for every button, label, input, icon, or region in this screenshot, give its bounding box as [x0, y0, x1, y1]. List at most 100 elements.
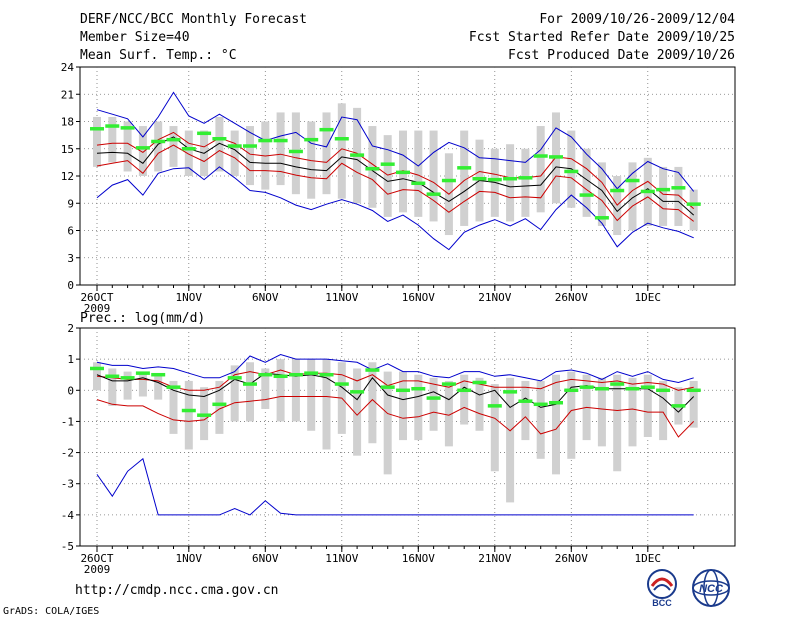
- ensemble-box: [429, 130, 438, 222]
- mean-line: [96, 372, 695, 413]
- ensemble-box: [552, 374, 560, 475]
- ensemble-box: [230, 130, 239, 176]
- ensemble-box: [215, 380, 224, 434]
- x-tick-label: 26NOV: [555, 552, 588, 565]
- ncc-logo: NCC: [692, 569, 730, 607]
- y-tick-label: 0: [67, 279, 74, 292]
- ensemble-box: [368, 126, 377, 208]
- ensemble-box: [506, 144, 515, 222]
- chart-title: DERF/NCC/BCC Monthly Forecast: [80, 12, 307, 27]
- max-line: [96, 91, 695, 192]
- ensemble-box: [399, 371, 407, 441]
- ensemble-box: [154, 374, 163, 400]
- grads-credit: GrADS: COLA/IGES: [3, 606, 100, 617]
- upper-line: [96, 131, 695, 210]
- ensemble-box: [444, 380, 453, 447]
- x-tick-label: 6NOV: [252, 291, 279, 304]
- source-url[interactable]: http://cmdp.ncc.cma.gov.cn: [75, 583, 279, 598]
- ensemble-box: [337, 103, 346, 199]
- ensemble-box: [521, 148, 530, 217]
- x-tick-year: 2009: [84, 563, 111, 576]
- bcc-logo: BCC: [647, 569, 677, 608]
- x-tick-label: 1NOV: [176, 552, 203, 565]
- ensemble-box: [582, 148, 591, 217]
- ensemble-box: [291, 359, 300, 422]
- ensemble-box: [597, 377, 606, 447]
- precip-label: Prec.: log(mm/d): [80, 311, 206, 326]
- ensemble-box: [536, 380, 545, 459]
- x-tick-label: 26NOV: [555, 291, 588, 304]
- upper-line: [96, 369, 694, 391]
- ensemble-box: [597, 162, 606, 226]
- ensemble-box: [184, 380, 193, 450]
- plot-frame-1: [79, 327, 736, 547]
- y-tick-label: -4: [61, 509, 75, 522]
- y-tick-label: 9: [67, 197, 74, 210]
- y-tick-label: 24: [61, 61, 75, 74]
- ensemble-box: [246, 362, 254, 422]
- ensemble-box: [322, 112, 331, 195]
- ensemble-box: [169, 126, 178, 167]
- y-tick-label: -2: [61, 447, 74, 460]
- ensemble-box: [93, 116, 101, 167]
- x-tick-label: 26OCT: [80, 552, 113, 565]
- y-tick-label: 18: [61, 116, 74, 129]
- ensemble-box: [429, 377, 438, 431]
- ensemble-box: [276, 359, 285, 422]
- ensemble-box: [521, 380, 530, 441]
- ensemble-box: [414, 374, 423, 441]
- ensemble-box: [674, 166, 683, 226]
- ensemble-box: [659, 166, 668, 226]
- ensemble-box: [246, 126, 254, 186]
- ensemble-box: [536, 126, 545, 213]
- ensemble-box: [93, 362, 101, 391]
- ensemble-box: [689, 380, 698, 428]
- ensemble-box: [368, 362, 377, 444]
- ensemble-box: [184, 130, 193, 176]
- ensemble-box: [138, 126, 147, 176]
- ensemble-box: [490, 384, 499, 472]
- ensemble-box: [154, 121, 163, 172]
- max-line: [96, 353, 694, 384]
- x-tick-year: 2009: [84, 302, 111, 315]
- ensemble-box: [475, 377, 484, 431]
- forecast-period: For 2009/10/26-2009/12/04: [539, 12, 735, 27]
- ensemble-box: [689, 189, 698, 231]
- x-tick-label: 26OCT: [80, 291, 113, 304]
- ensemble-box: [383, 371, 392, 475]
- y-tick-label: 21: [61, 88, 74, 101]
- y-tick-label: -1: [61, 415, 74, 428]
- ensemble-box: [138, 371, 147, 397]
- ensemble-box: [506, 377, 515, 503]
- lower-line: [96, 144, 695, 222]
- x-tick-label: 1DEC: [635, 552, 662, 565]
- ensemble-box: [322, 359, 331, 450]
- ensemble-box: [414, 130, 423, 217]
- y-tick-label: -3: [61, 478, 74, 491]
- min-line: [96, 166, 694, 251]
- lower-line: [96, 396, 695, 438]
- ensemble-box: [628, 162, 637, 231]
- y-tick-label: 3: [67, 252, 74, 265]
- x-tick-label: 1NOV: [176, 291, 203, 304]
- mean-line: [96, 136, 695, 216]
- ensemble-box: [108, 368, 117, 406]
- ensemble-box: [659, 380, 668, 441]
- ensemble-box: [230, 365, 239, 422]
- member-size: Member Size=40: [80, 30, 190, 45]
- y-tick-label: 6: [67, 225, 74, 238]
- ensemble-box: [628, 377, 637, 447]
- ensemble-box: [291, 112, 300, 195]
- ensemble-box: [383, 135, 392, 217]
- ensemble-box: [613, 374, 622, 472]
- min-line: [96, 457, 694, 516]
- x-tick-label: 6NOV: [252, 552, 279, 565]
- x-tick-label: 21NOV: [478, 291, 511, 304]
- ensemble-box: [261, 368, 270, 409]
- produced-date: Fcst Produced Date 2009/10/26: [508, 48, 735, 63]
- x-tick-label: 16NOV: [402, 291, 435, 304]
- ensemble-box: [460, 374, 469, 425]
- x-tick-label: 11NOV: [325, 552, 358, 565]
- refer-date: Fcst Started Refer Date 2009/10/25: [468, 30, 735, 45]
